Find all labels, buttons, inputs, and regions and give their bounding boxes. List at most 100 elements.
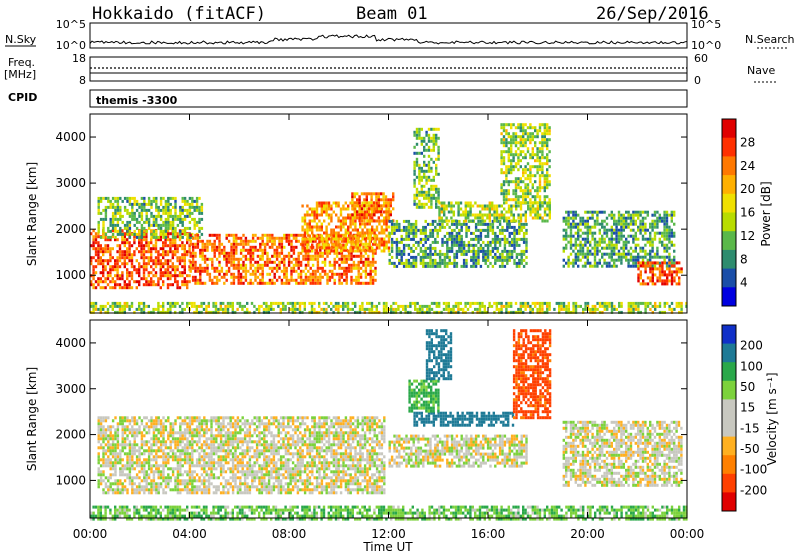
heatmap-cell (280, 260, 284, 264)
heatmap-cell (678, 279, 681, 283)
heatmap-cell (363, 192, 366, 196)
heatmap-cell (145, 304, 148, 308)
heatmap-cell (448, 258, 451, 262)
heatmap-cell (637, 216, 640, 220)
heatmap-cell (410, 255, 413, 259)
heatmap-cell (337, 307, 340, 311)
colorbar-tick-label: 4 (740, 276, 748, 290)
heatmap-cell (536, 153, 539, 157)
heatmap-cell (649, 240, 652, 244)
heatmap-cell (570, 310, 573, 314)
heatmap-cell (500, 141, 503, 145)
heatmap-cell (514, 153, 518, 157)
heatmap-cell (522, 201, 525, 205)
heatmap-cell (131, 217, 134, 221)
heatmap-cell (661, 216, 664, 220)
heatmap-cell (596, 222, 599, 226)
heatmap-cell (572, 258, 575, 262)
heatmap-cell (138, 268, 141, 272)
heatmap-cell (685, 301, 688, 305)
heatmap-cell (525, 246, 528, 250)
heatmap-cell (577, 304, 580, 308)
heatmap-cell (666, 267, 669, 271)
heatmap-cell (486, 258, 490, 262)
heatmap-cell (548, 180, 551, 184)
heatmap-cell (375, 243, 379, 247)
heatmap-cell (128, 253, 131, 257)
heatmap-cell (435, 157, 438, 161)
heatmap-cell (164, 310, 167, 314)
heatmap-cell (649, 258, 652, 262)
heatmap-cell (646, 304, 650, 308)
nsearch-label: N.Search (745, 33, 795, 46)
heatmap-cell (338, 263, 341, 267)
heatmap-cell (162, 232, 165, 236)
heatmap-cell (111, 226, 115, 230)
heatmap-cell (218, 236, 221, 240)
heatmap-cell (431, 261, 435, 265)
heatmap-cell (505, 171, 508, 175)
heatmap-cell (445, 219, 448, 223)
heatmap-cell (118, 304, 122, 308)
heatmap-cell (292, 233, 296, 237)
heatmap-cell (181, 274, 184, 278)
heatmap-cell (460, 222, 463, 226)
heatmap-cell (393, 240, 396, 244)
heatmap-cell (150, 310, 153, 314)
heatmap-cell (543, 189, 546, 193)
heatmap-cell (515, 204, 518, 208)
heatmap-cell (400, 261, 403, 265)
heatmap-cell (102, 220, 105, 224)
heatmap-cell (500, 156, 503, 160)
heatmap-cell (618, 304, 621, 308)
heatmap-cell (440, 204, 443, 208)
heatmap-cell (581, 216, 585, 220)
heatmap-cell (470, 264, 473, 268)
heatmap-cell (169, 259, 172, 263)
heatmap-cell (438, 261, 442, 265)
heatmap-cell (524, 171, 527, 175)
heatmap-cell (140, 310, 143, 314)
heatmap-cell (361, 228, 364, 232)
heatmap-cell (453, 252, 456, 256)
heatmap-cell (335, 204, 338, 208)
heatmap-cell (232, 239, 236, 243)
heatmap-cell (388, 219, 391, 223)
heatmap-cell (625, 219, 628, 223)
heatmap-cell (106, 247, 110, 251)
heatmap-cell (488, 304, 491, 308)
heatmap-cell (365, 201, 368, 205)
heatmap-cell (350, 251, 353, 255)
heatmap-cell (427, 196, 431, 200)
heatmap-cell (582, 310, 585, 314)
heatmap-cell (193, 205, 196, 209)
heatmap-cell (366, 301, 369, 305)
heatmap-cell (97, 241, 100, 245)
heatmap-cell (145, 235, 148, 239)
heatmap-cell (157, 223, 160, 227)
heatmap-cell (629, 228, 633, 232)
heatmap-cell (620, 252, 623, 256)
heatmap-cell (356, 210, 359, 214)
heatmap-cell (126, 301, 129, 305)
heatmap-cell (371, 242, 375, 246)
heatmap-cell (548, 307, 551, 311)
heatmap-cell (92, 238, 95, 242)
heatmap-cell (126, 247, 129, 251)
heatmap-cell (548, 183, 551, 187)
heatmap-cell (102, 434, 105, 438)
heatmap-cell (191, 248, 195, 252)
heatmap-cell (345, 257, 348, 261)
heatmap-cell (239, 239, 243, 243)
heatmap-cell (188, 211, 192, 215)
heatmap-cell (503, 201, 506, 205)
heatmap-cell (155, 229, 158, 233)
heatmap-cell (387, 201, 390, 205)
heatmap-cell (510, 207, 513, 211)
heatmap-cell (232, 275, 236, 279)
heatmap-cell (251, 251, 255, 255)
heatmap-cell (634, 304, 638, 308)
heatmap-cell (543, 141, 546, 145)
heatmap-cell (649, 301, 652, 305)
heatmap-cell (596, 307, 599, 311)
